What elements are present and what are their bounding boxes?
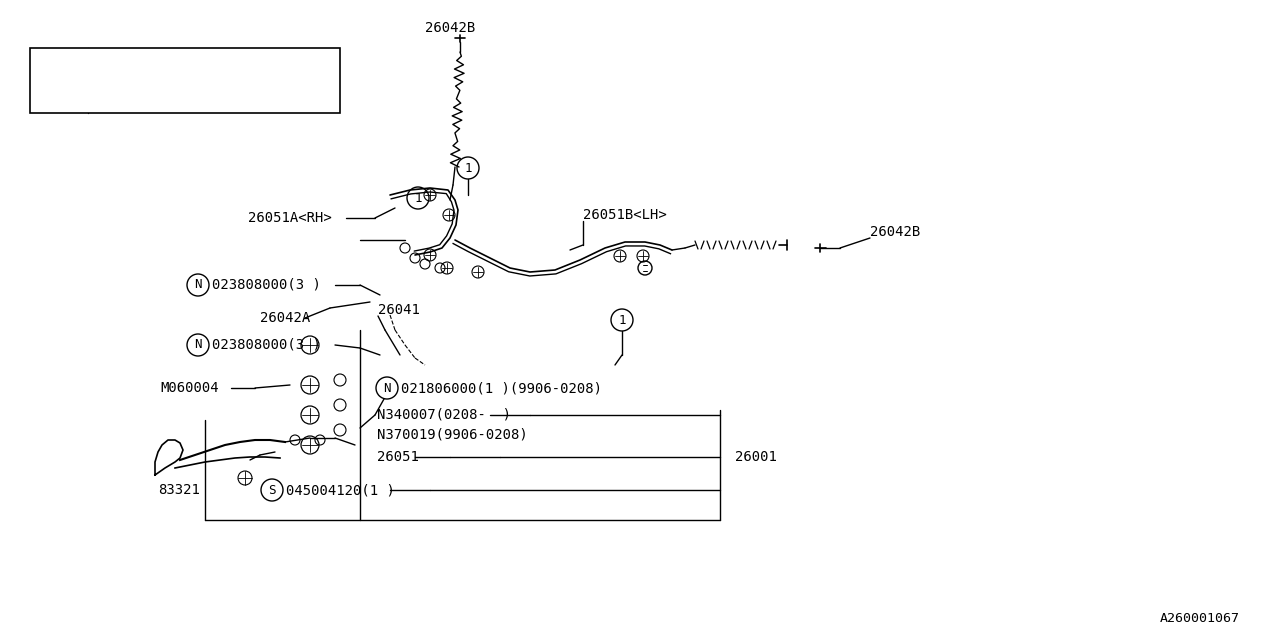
Text: 26041: 26041: [378, 303, 420, 317]
Text: 26042A: 26042A: [260, 311, 310, 325]
Text: 26051: 26051: [378, 450, 419, 464]
Text: 1: 1: [465, 161, 472, 175]
Text: 021806000(1 )(9906-0208): 021806000(1 )(9906-0208): [401, 381, 602, 395]
Text: 26051A<RH>: 26051A<RH>: [248, 211, 332, 225]
Text: 1: 1: [415, 191, 421, 205]
Text: N370019(9906-0208): N370019(9906-0208): [378, 428, 527, 442]
Text: 1: 1: [55, 73, 63, 87]
Text: N: N: [195, 278, 202, 291]
Text: 26042B: 26042B: [425, 21, 475, 35]
Text: B: B: [100, 61, 108, 74]
Text: M060004: M060004: [160, 381, 219, 395]
Text: 045004120(1 ): 045004120(1 ): [285, 483, 394, 497]
Text: 023808000(3 ): 023808000(3 ): [212, 338, 321, 352]
Text: 1: 1: [618, 314, 626, 326]
Text: 26051B<LH>: 26051B<LH>: [582, 208, 667, 222]
Text: N: N: [383, 381, 390, 394]
Text: A260001067: A260001067: [1160, 611, 1240, 625]
Text: N340007(0208-  ): N340007(0208- ): [378, 408, 511, 422]
Text: 83321: 83321: [157, 483, 200, 497]
Text: S: S: [269, 483, 275, 497]
Text: N: N: [195, 339, 202, 351]
Text: 023808000(3 ): 023808000(3 ): [212, 278, 321, 292]
Bar: [29, 48, 340, 113]
Text: 26001: 26001: [735, 450, 777, 464]
Text: 010108200(6 ): 010108200(6 ): [118, 61, 227, 75]
Text: 26042B: 26042B: [870, 225, 920, 239]
